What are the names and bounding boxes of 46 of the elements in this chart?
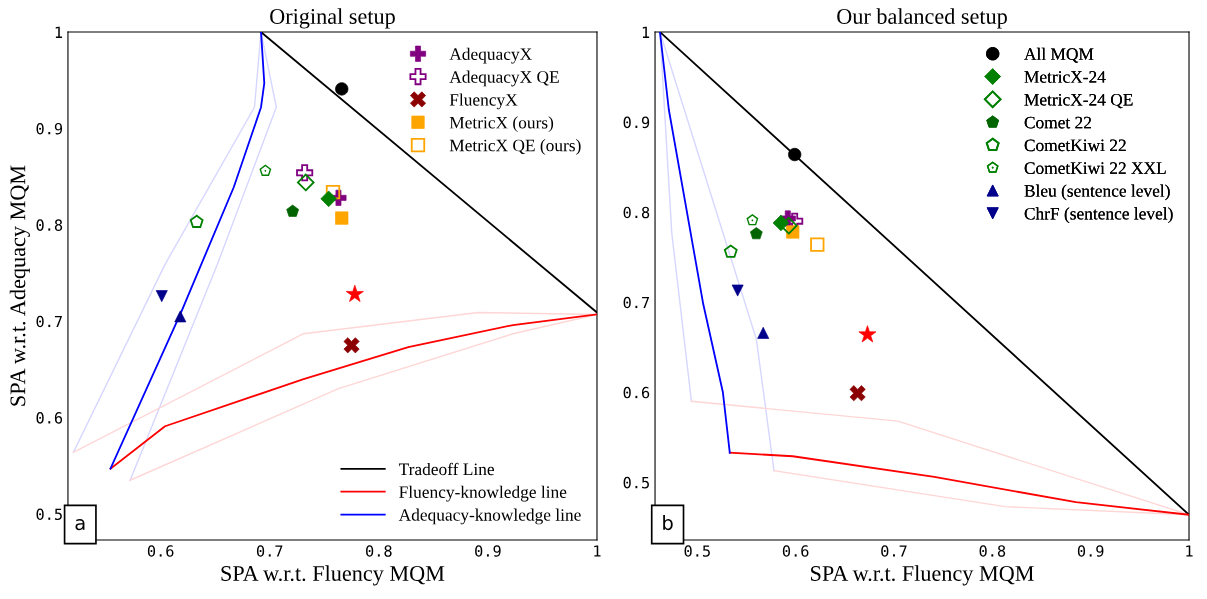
x-tick-label: 0.6 bbox=[782, 545, 809, 557]
legend-label: CometKiwi 22 bbox=[1024, 139, 1126, 152]
x-tick-label: 1 bbox=[1186, 545, 1193, 557]
x-tick-label: 0.8 bbox=[979, 545, 1006, 557]
y-tick-label: 0.6 bbox=[36, 412, 63, 424]
y-tick-label: 0.5 bbox=[36, 508, 62, 521]
y-tick-label: 1 bbox=[642, 26, 650, 38]
y-tick-label: 0.6 bbox=[623, 386, 650, 399]
legend-label: Adequacy-knowledge line bbox=[398, 508, 581, 525]
legend-label: MetricX-24 bbox=[1024, 71, 1106, 83]
x-tick-label: 0.7 bbox=[256, 545, 283, 557]
y-tick-label: 0.7 bbox=[623, 296, 650, 309]
y-tick-label: 0.7 bbox=[36, 315, 62, 328]
x-tick-label: 0.8 bbox=[366, 545, 392, 557]
legend-label: AdequacyX QE bbox=[449, 70, 559, 87]
x-axis-title: SPA w.r.t. Fluency MQM bbox=[811, 565, 1034, 586]
x-axis-title: SPA w.r.t. Fluency MQM bbox=[221, 565, 445, 586]
chart-title: Our balanced setup bbox=[837, 8, 1007, 29]
x-tick-label: 1 bbox=[594, 545, 601, 557]
legend-label: MetricX-24 QE bbox=[1024, 93, 1133, 109]
legend-label: FluencyX bbox=[449, 93, 518, 110]
annotation: a bbox=[75, 518, 85, 531]
x-tick-label: 0.9 bbox=[475, 545, 501, 557]
legend-label: Tradeoff Line bbox=[398, 462, 495, 476]
x-tick-label: 0.5 bbox=[684, 545, 710, 557]
y-tick-label: 0.9 bbox=[36, 122, 63, 135]
legend-label: All MQM bbox=[1024, 47, 1094, 63]
annotation: b bbox=[663, 515, 673, 531]
x-tick-label: 0.6 bbox=[147, 545, 174, 557]
chart-title: Original setup bbox=[270, 8, 395, 29]
legend-label: ChrF (sentence level) bbox=[1024, 207, 1173, 224]
y-tick-label: 0.8 bbox=[36, 219, 63, 231]
legend-label: Bleu (sentence level) bbox=[1024, 184, 1170, 201]
legend-label: Fluency-knowledge line bbox=[399, 485, 567, 502]
legend-label: MetricX (ours) bbox=[449, 116, 554, 133]
legend-label: CometKiwi 22 XXL bbox=[1024, 162, 1166, 174]
y-tick-label: 0.9 bbox=[623, 116, 650, 129]
y-axis-title: SPA w.r.t. Adequacy MQM bbox=[9, 165, 30, 406]
legend-label: MetricX QE (ours) bbox=[449, 139, 581, 155]
y-tick-label: 1 bbox=[55, 26, 63, 38]
y-tick-label: 0.8 bbox=[623, 206, 650, 219]
legend-label: AdequacyX bbox=[449, 47, 532, 64]
legend-label: Comet 22 bbox=[1024, 116, 1091, 129]
x-tick-label: 0.9 bbox=[1077, 545, 1104, 557]
y-tick-label: 0.5 bbox=[623, 476, 649, 489]
x-tick-label: 0.7 bbox=[881, 545, 907, 557]
